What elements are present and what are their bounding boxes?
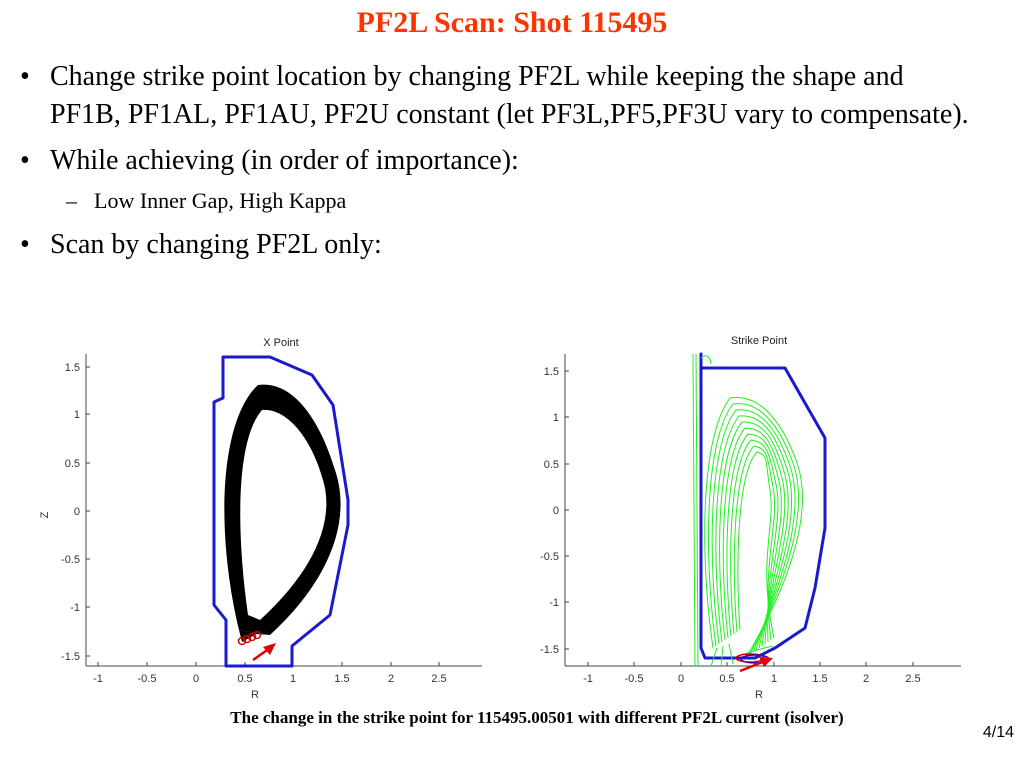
y-axis: 1.5 1 0.5 0 -0.5 -1 -1.5 Z — [39, 362, 90, 663]
plasma-flux-surfaces — [224, 384, 341, 635]
y-tick-label: 1 — [553, 412, 559, 424]
x-tick-label: 2 — [388, 673, 394, 685]
x-tick-label: 2 — [863, 673, 869, 685]
x-point-plot-svg: X Point 1.5 1 0.5 0 -0.5 -1 -1.5 Z — [30, 330, 490, 702]
strike-point-plot-svg: Strike Point 1.5 1 0.5 0 -0.5 -1 -1.5 — [515, 328, 970, 700]
x-tick-label: 0 — [678, 673, 684, 685]
x-tick-label: -0.5 — [625, 673, 644, 685]
y-tick-label: 1.5 — [65, 362, 80, 374]
bullet-marker: • — [20, 229, 30, 260]
bullet-text: Change strike point location by changing… — [50, 61, 969, 130]
page-number: 4/14 — [982, 724, 1014, 741]
y-tick-label: -1.5 — [540, 644, 559, 656]
y-tick-label: -1.5 — [61, 651, 80, 663]
sub-bullet-text: Low Inner Gap, High Kappa — [94, 188, 347, 213]
x-tick-label: 0 — [193, 673, 199, 685]
x-tick-label: -1 — [93, 673, 103, 685]
x-tick-label: 1 — [290, 673, 296, 685]
x-point-plot: X Point 1.5 1 0.5 0 -0.5 -1 -1.5 Z — [30, 330, 490, 702]
y-tick-label: 0 — [553, 505, 559, 517]
strike-point-marks — [237, 630, 262, 646]
x-tick-label: 2.5 — [905, 673, 920, 685]
x-axis-label: R — [251, 689, 259, 701]
x-tick-label: -0.5 — [138, 673, 157, 685]
bullet-marker: • — [20, 61, 30, 92]
x-tick-label: -1 — [583, 673, 593, 685]
x-axis-label: R — [755, 689, 763, 700]
y-tick-label: -1 — [549, 597, 559, 609]
x-tick-label: 1.5 — [334, 673, 349, 685]
flux-surfaces — [692, 353, 803, 667]
y-tick-label: 0.5 — [544, 459, 559, 471]
vessel-wall — [699, 352, 827, 660]
y-tick-label: 1.5 — [544, 366, 559, 378]
sub-bullet-item: – Low Inner Gap, High Kappa — [20, 186, 980, 216]
x-tick-label: 1.5 — [812, 673, 827, 685]
bullet-item: • Scan by changing PF2L only: — [20, 226, 980, 264]
x-axis: -1 -0.5 0 0.5 1 1.5 2 2.5 R — [93, 662, 447, 701]
strike-arrow — [252, 643, 276, 662]
figure-caption: The change in the strike point for 11549… — [230, 708, 844, 727]
y-tick-label: 0.5 — [65, 458, 80, 470]
y-tick-label: -0.5 — [61, 554, 80, 566]
y-tick-label: -1 — [70, 602, 80, 614]
divertor-leg — [239, 630, 270, 642]
bullet-text: Scan by changing PF2L only: — [50, 229, 382, 260]
y-tick-label: 1 — [74, 409, 80, 421]
bullet-list: • Change strike point location by changi… — [20, 58, 980, 272]
x-tick-label: 0.5 — [237, 673, 252, 685]
plot-title: Strike Point — [731, 335, 787, 347]
sub-bullet-marker: – — [66, 188, 77, 213]
x-tick-label: 2.5 — [431, 673, 446, 685]
slide-title: PF2L Scan: Shot 115495 — [356, 6, 668, 39]
y-tick-label: 0 — [74, 506, 80, 518]
strike-arrow — [739, 657, 773, 673]
x-axis: -1 -0.5 0 0.5 1 1.5 2 2.5 R — [583, 662, 921, 700]
y-tick-label: -0.5 — [540, 551, 559, 563]
strike-point-plot: Strike Point 1.5 1 0.5 0 -0.5 -1 -1.5 — [515, 328, 970, 700]
bullet-item: • While achieving (in order of importanc… — [20, 142, 980, 180]
bullet-marker: • — [20, 145, 30, 176]
x-tick-label: 0.5 — [719, 673, 734, 685]
y-axis-label: Z — [39, 511, 51, 518]
bullet-item: • Change strike point location by changi… — [20, 58, 980, 134]
y-axis: 1.5 1 0.5 0 -0.5 -1 -1.5 — [540, 366, 569, 656]
bullet-text: While achieving (in order of importance)… — [50, 145, 519, 176]
vessel-wall — [212, 355, 350, 668]
x-tick-label: 1 — [771, 673, 777, 685]
plot-title: X Point — [263, 337, 298, 349]
